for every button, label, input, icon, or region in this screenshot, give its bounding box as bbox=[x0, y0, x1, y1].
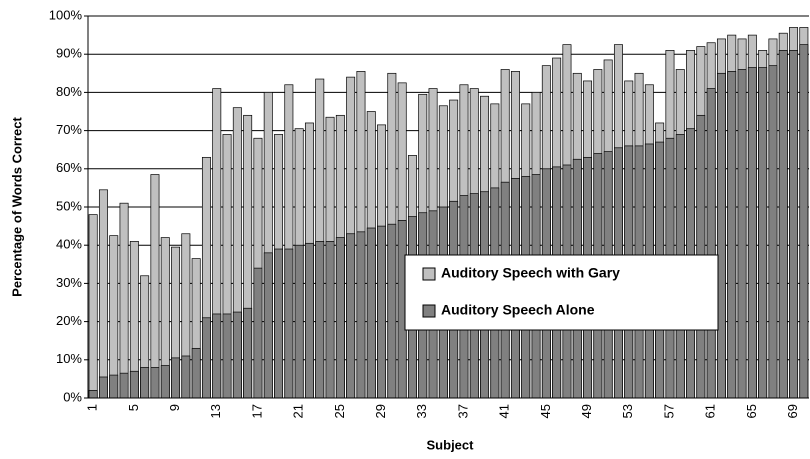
bar bbox=[778, 50, 788, 399]
bar bbox=[129, 370, 139, 399]
y-tick-label: 30% bbox=[56, 275, 82, 290]
y-tick-label: 0% bbox=[63, 389, 82, 404]
bar bbox=[706, 88, 716, 399]
bar bbox=[799, 44, 809, 399]
x-tick-label: 45 bbox=[538, 404, 553, 418]
legend-box bbox=[404, 254, 719, 331]
bar bbox=[356, 231, 366, 399]
y-tick-label: 90% bbox=[56, 46, 82, 61]
bar bbox=[253, 267, 263, 399]
y-tick-label: 40% bbox=[56, 237, 82, 252]
x-tick-label: 49 bbox=[579, 404, 594, 418]
x-tick-label: 57 bbox=[661, 404, 676, 418]
y-tick-label: 80% bbox=[56, 84, 82, 99]
bar bbox=[789, 50, 799, 399]
x-tick-label: 37 bbox=[455, 404, 470, 418]
y-tick-label: 50% bbox=[56, 198, 82, 213]
x-tick-label: 61 bbox=[703, 404, 718, 418]
bar bbox=[201, 317, 211, 399]
y-tick-label: 60% bbox=[56, 160, 82, 175]
x-tick-label: 65 bbox=[744, 404, 759, 418]
y-axis-title: Percentage of Words Correct bbox=[9, 117, 24, 297]
bar bbox=[181, 355, 191, 399]
bar bbox=[191, 347, 201, 399]
bar bbox=[325, 241, 335, 399]
bar bbox=[88, 390, 98, 399]
legend-swatch bbox=[422, 267, 436, 281]
x-tick-label: 69 bbox=[785, 404, 800, 418]
bar bbox=[98, 189, 108, 399]
bar bbox=[294, 244, 304, 399]
bar bbox=[119, 372, 129, 399]
y-tick-label: 20% bbox=[56, 313, 82, 328]
bar bbox=[263, 252, 273, 399]
x-tick-label: 53 bbox=[620, 404, 635, 418]
bar bbox=[716, 72, 726, 399]
x-tick-label: 17 bbox=[249, 404, 264, 418]
bar bbox=[387, 223, 397, 399]
bar bbox=[758, 67, 768, 399]
y-tick-label: 70% bbox=[56, 122, 82, 137]
bar bbox=[150, 367, 160, 399]
bar bbox=[315, 241, 325, 399]
bar bbox=[160, 365, 170, 399]
x-tick-label: 41 bbox=[497, 404, 512, 418]
x-tick-label: 29 bbox=[373, 404, 388, 418]
bar bbox=[335, 237, 345, 399]
legend-label: Auditory Speech Alone bbox=[441, 302, 595, 318]
bar bbox=[274, 248, 284, 399]
bar bbox=[346, 233, 356, 399]
bar bbox=[150, 174, 160, 399]
bar bbox=[140, 367, 150, 399]
bar bbox=[284, 248, 294, 399]
y-tick-label: 10% bbox=[56, 351, 82, 366]
bar bbox=[222, 313, 232, 399]
x-axis-title: Subject bbox=[427, 437, 475, 452]
bar bbox=[212, 313, 222, 399]
bar bbox=[747, 67, 757, 399]
bar bbox=[768, 65, 778, 399]
x-tick-label: 5 bbox=[126, 404, 141, 411]
x-tick-label: 13 bbox=[208, 404, 223, 418]
bar bbox=[109, 374, 119, 399]
legend-swatch bbox=[422, 304, 436, 318]
bar bbox=[243, 307, 253, 399]
bar bbox=[98, 376, 108, 399]
bar bbox=[366, 227, 376, 399]
x-tick-label: 25 bbox=[332, 404, 347, 418]
x-tick-label: 21 bbox=[291, 404, 306, 418]
bar bbox=[377, 225, 387, 399]
bar bbox=[232, 311, 242, 399]
bar bbox=[727, 71, 737, 399]
bar bbox=[171, 357, 181, 399]
bar bbox=[737, 69, 747, 399]
bar bbox=[88, 214, 98, 399]
legend-label: Auditory Speech with Gary bbox=[441, 265, 620, 281]
y-tick-label: 100% bbox=[49, 7, 83, 22]
x-tick-label: 9 bbox=[167, 404, 182, 411]
x-tick-label: 33 bbox=[414, 404, 429, 418]
bar bbox=[109, 235, 119, 399]
x-tick-label: 1 bbox=[85, 404, 100, 411]
bar bbox=[304, 242, 314, 399]
bar bbox=[119, 202, 129, 399]
